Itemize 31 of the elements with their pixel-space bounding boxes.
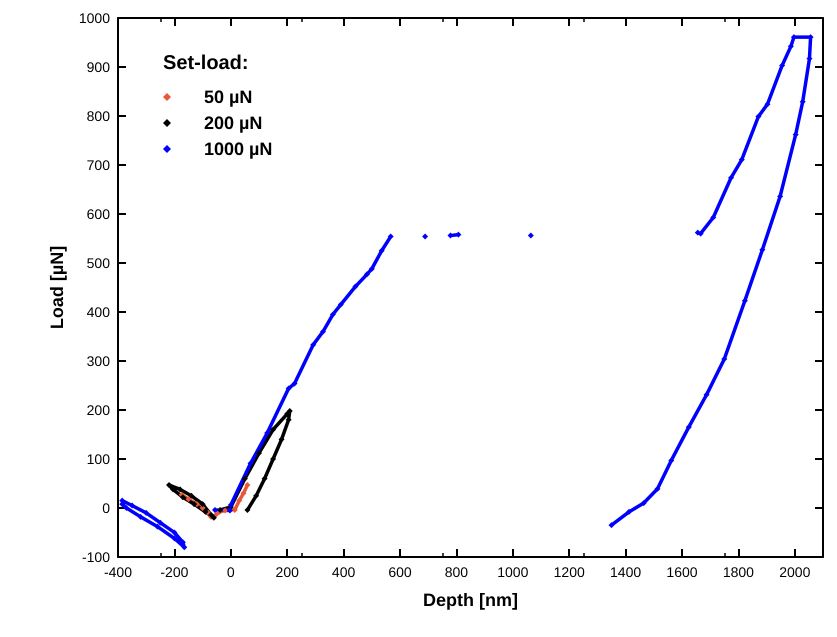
y-tick-label: 300	[86, 353, 110, 369]
x-tick-label: 1400	[610, 564, 642, 580]
legend-title: Set-load:	[163, 52, 249, 74]
x-tick-label: 800	[444, 564, 468, 580]
x-tick-label: 200	[276, 564, 300, 580]
y-axis-title: Load [µN]	[47, 246, 67, 330]
y-tick-label: 700	[86, 157, 110, 173]
x-tick-label: 1600	[666, 564, 698, 580]
y-tick-label: 100	[86, 451, 110, 467]
x-tick-label: 1800	[722, 564, 754, 580]
x-tick-label: -200	[160, 564, 189, 580]
x-tick-label: 1200	[554, 564, 585, 580]
y-tick-label: 400	[86, 304, 110, 320]
legend-label: 200 µN	[204, 113, 262, 133]
x-tick-label: -400	[104, 564, 132, 580]
x-tick-label: 600	[388, 564, 412, 580]
x-tick-label: 1000	[497, 564, 529, 580]
x-tick-label: 400	[332, 564, 356, 580]
x-tick-label: 0	[226, 564, 235, 580]
x-tick-label: 2000	[779, 564, 811, 580]
y-tick-label: -100	[82, 549, 110, 565]
y-tick-label: 800	[86, 108, 110, 124]
x-axis-title: Depth [nm]	[423, 590, 518, 610]
y-tick-label: 200	[86, 402, 110, 418]
legend-label: 1000 µN	[204, 139, 272, 159]
y-tick-label: 900	[86, 59, 110, 75]
legend-label: 50 µN	[204, 87, 252, 107]
y-tick-label: 500	[86, 255, 110, 271]
y-tick-label: 600	[86, 206, 110, 222]
y-tick-label: 0	[102, 500, 110, 516]
y-tick-label: 1000	[78, 10, 110, 26]
